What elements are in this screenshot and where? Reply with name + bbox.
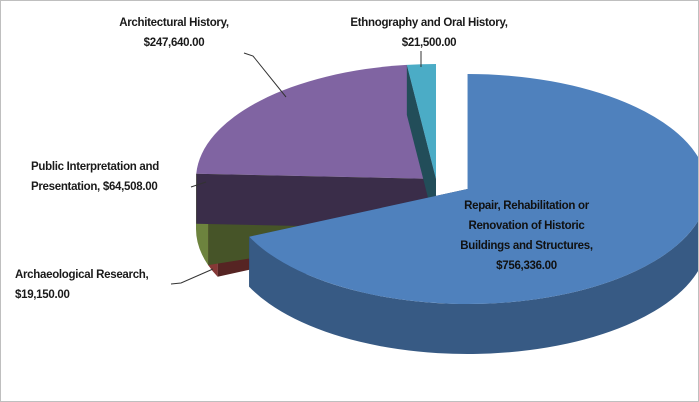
slice: [406, 64, 436, 179]
leader-line: [243, 52, 287, 98]
slice: [196, 64, 436, 179]
label-category: Repair, Rehabilitation or Renovation of …: [460, 200, 593, 252]
label-value: $64,508.00: [102, 181, 158, 193]
leader-line: [190, 181, 207, 188]
label-value: $756,336.00: [496, 260, 557, 272]
label-category: Ethnography and Oral History,: [350, 17, 508, 29]
data-label: Architectural History, $247,640.00: [99, 13, 249, 53]
leader-line: [170, 268, 214, 285]
label-value: $21,500.00: [401, 37, 457, 49]
data-label: Archaeological Research, $19,150.00: [15, 265, 175, 305]
data-label: Ethnography and Oral History, $21,500.00: [344, 13, 514, 53]
label-category: Architectural History,: [119, 17, 229, 29]
data-label: Repair, Rehabilitation or Renovation of …: [444, 196, 609, 276]
slice-side: [249, 220, 698, 354]
data-label: Public Interpretation and Presentation, …: [31, 157, 196, 197]
slice: [249, 74, 698, 304]
label-value: $19,150.00: [15, 289, 70, 301]
slice-side: [406, 64, 436, 229]
label-category: Archaeological Research,: [15, 269, 149, 281]
label-category: Public Interpretation and Presentation,: [31, 161, 159, 193]
label-value: $247,640.00: [143, 37, 205, 49]
